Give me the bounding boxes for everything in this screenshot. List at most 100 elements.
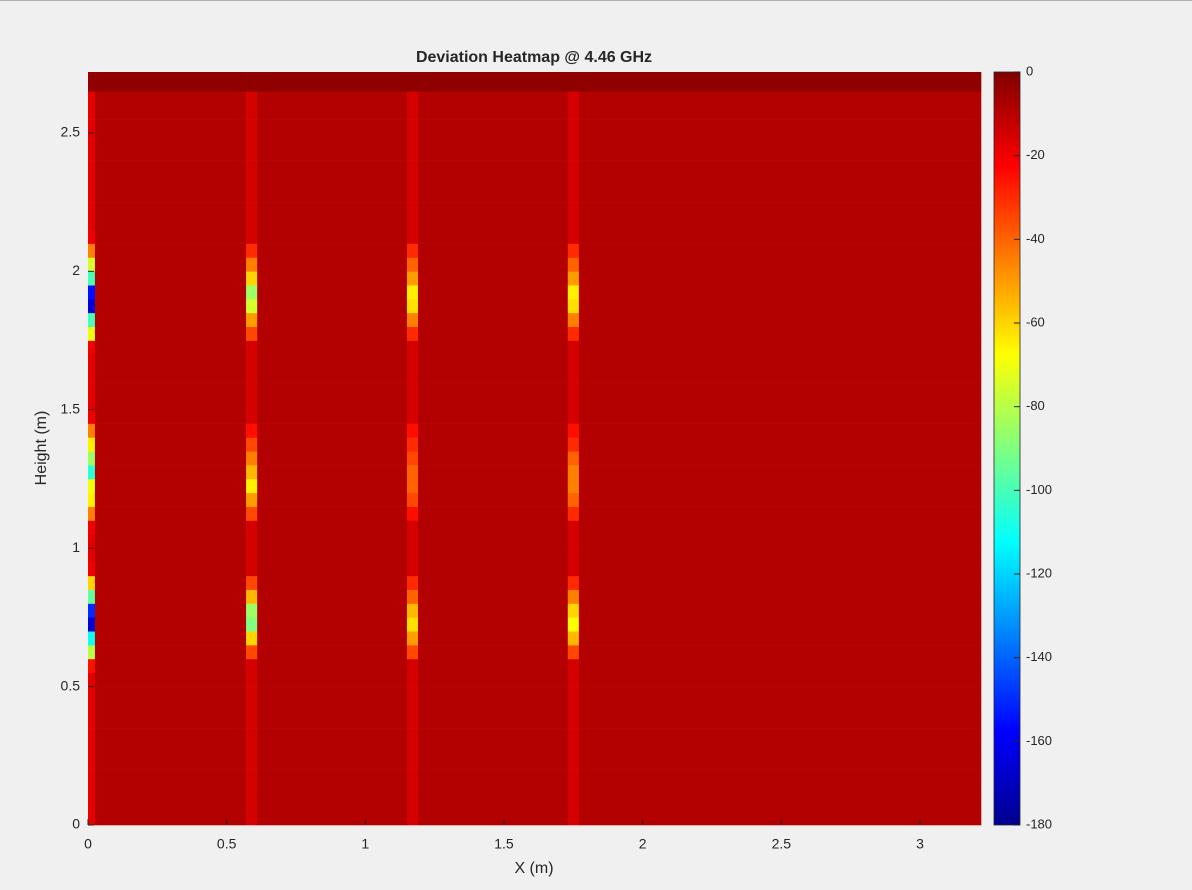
heatmap-cell bbox=[246, 188, 258, 203]
heatmap-cell bbox=[406, 534, 419, 549]
heatmap-cell bbox=[88, 465, 96, 480]
heatmap-cell bbox=[88, 478, 96, 494]
heatmap-cell bbox=[246, 174, 258, 189]
heatmap-cell bbox=[418, 395, 569, 411]
heatmap-cell bbox=[257, 797, 408, 812]
heatmap-cell bbox=[94, 686, 247, 701]
heatmap-cell bbox=[257, 658, 408, 674]
heatmap-cell bbox=[94, 645, 247, 660]
heatmap-cell bbox=[246, 340, 258, 355]
heatmap-cell bbox=[246, 728, 258, 743]
heatmap-cell bbox=[406, 658, 419, 674]
heatmap-cell bbox=[246, 326, 258, 341]
heatmap-cell bbox=[88, 562, 96, 577]
heatmap-cell bbox=[246, 700, 258, 715]
heatmap-cell bbox=[578, 119, 982, 134]
heatmap-cell bbox=[257, 119, 408, 134]
heatmap-cell bbox=[578, 174, 982, 189]
heatmap-cell bbox=[94, 409, 247, 424]
heatmap-cell bbox=[257, 437, 408, 452]
heatmap-cell bbox=[88, 658, 96, 674]
heatmap-cell bbox=[88, 395, 96, 411]
heatmap-cell bbox=[567, 395, 580, 411]
heatmap-cell bbox=[88, 243, 96, 258]
heatmap-cell bbox=[257, 382, 408, 397]
y-tick-label: 2.5 bbox=[61, 124, 81, 140]
heatmap-cell bbox=[406, 72, 419, 92]
heatmap-cell bbox=[578, 631, 982, 646]
heatmap-cell bbox=[257, 714, 408, 729]
heatmap-cell bbox=[94, 728, 247, 743]
heatmap-cell bbox=[578, 146, 982, 161]
heatmap-cell bbox=[246, 451, 258, 466]
heatmap-cell bbox=[567, 257, 580, 272]
heatmap-cell bbox=[418, 492, 569, 507]
heatmap-cell bbox=[578, 755, 982, 770]
heatmap-cell bbox=[578, 700, 982, 715]
heatmap-cell bbox=[567, 506, 580, 521]
heatmap-cell bbox=[578, 312, 982, 327]
heatmap-cell bbox=[257, 285, 408, 300]
heatmap-cell bbox=[567, 299, 580, 314]
heatmap-cell bbox=[406, 492, 419, 507]
heatmap-cell bbox=[567, 811, 580, 826]
heatmap-cell bbox=[88, 160, 96, 175]
heatmap-cell bbox=[567, 492, 580, 507]
heatmap-cell bbox=[88, 72, 96, 92]
heatmap-cell bbox=[257, 631, 408, 646]
heatmap-cell bbox=[88, 700, 96, 715]
heatmap-cell bbox=[578, 506, 982, 521]
heatmap-cell bbox=[257, 728, 408, 743]
heatmap-cell bbox=[246, 645, 258, 660]
heatmap-cell bbox=[567, 478, 580, 494]
heatmap-cell bbox=[418, 465, 569, 480]
heatmap-cell bbox=[246, 132, 258, 148]
heatmap-cell bbox=[246, 465, 258, 480]
heatmap-cell bbox=[578, 243, 982, 258]
heatmap-cell bbox=[567, 340, 580, 355]
heatmap-cell bbox=[257, 174, 408, 189]
heatmap-cell bbox=[578, 617, 982, 632]
heatmap-cell bbox=[246, 797, 258, 812]
heatmap-cell bbox=[257, 562, 408, 577]
heatmap-cell bbox=[578, 562, 982, 577]
heatmap-cell bbox=[94, 91, 247, 106]
heatmap-cell bbox=[88, 672, 96, 687]
heatmap-cell bbox=[406, 603, 419, 618]
heatmap-cell bbox=[578, 548, 982, 563]
heatmap-cell bbox=[418, 229, 569, 244]
heatmap-cell bbox=[88, 105, 96, 120]
heatmap-cell bbox=[418, 478, 569, 494]
heatmap-cell bbox=[246, 409, 258, 424]
heatmap-cell bbox=[246, 395, 258, 411]
heatmap-cell bbox=[418, 437, 569, 452]
heatmap-cell bbox=[88, 146, 96, 161]
heatmap-cell bbox=[418, 368, 569, 383]
heatmap-cell bbox=[94, 589, 247, 604]
heatmap-cell bbox=[406, 672, 419, 687]
heatmap-cell bbox=[94, 354, 247, 369]
heatmap-cell bbox=[88, 714, 96, 729]
heatmap-cell bbox=[418, 769, 569, 784]
heatmap-cell bbox=[567, 174, 580, 189]
x-tick-label: 1 bbox=[361, 836, 369, 852]
heatmap-cell bbox=[418, 271, 569, 286]
x-tick-label: 0 bbox=[84, 836, 92, 852]
heatmap-cell bbox=[88, 188, 96, 203]
heatmap-cell bbox=[578, 686, 982, 701]
heatmap-cell bbox=[567, 423, 580, 438]
heatmap-cell bbox=[94, 229, 247, 244]
heatmap-cell bbox=[246, 506, 258, 521]
colorbar-tick-label: -160 bbox=[1026, 733, 1052, 748]
heatmap-cell bbox=[578, 229, 982, 244]
heatmap-cell bbox=[257, 271, 408, 286]
heatmap-cell bbox=[94, 340, 247, 355]
colorbar-tick-label: 0 bbox=[1026, 63, 1033, 78]
heatmap-cell bbox=[257, 700, 408, 715]
heatmap-cell bbox=[406, 811, 419, 826]
heatmap-cell bbox=[246, 160, 258, 175]
heatmap-cell bbox=[246, 562, 258, 577]
heatmap-cell bbox=[246, 423, 258, 438]
colorbar-tick-label: -180 bbox=[1026, 816, 1052, 831]
heatmap-cell bbox=[406, 714, 419, 729]
